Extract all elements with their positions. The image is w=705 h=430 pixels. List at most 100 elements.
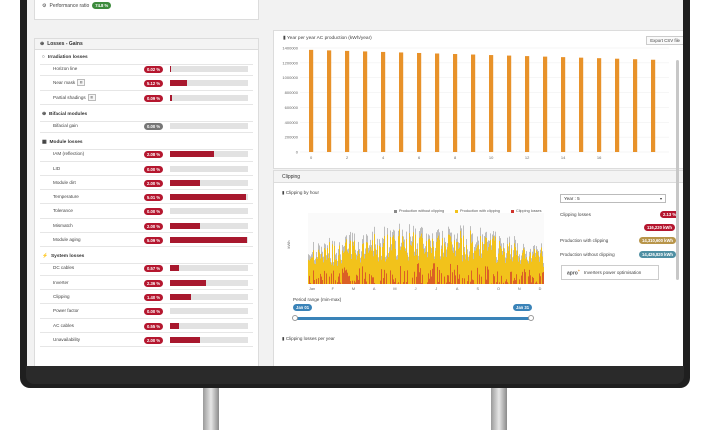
series-with-clipping-mark bbox=[369, 250, 370, 284]
series-clipping-losses-mark bbox=[493, 274, 494, 284]
series-clipping-losses-mark bbox=[524, 269, 525, 284]
series-clipping-losses-mark bbox=[383, 278, 384, 284]
series-with-clipping-mark bbox=[448, 234, 449, 284]
production-bar[interactable] bbox=[399, 52, 404, 153]
production-bar[interactable] bbox=[381, 51, 386, 152]
series-with-clipping-mark bbox=[456, 242, 457, 284]
production-bar[interactable] bbox=[453, 54, 458, 152]
series-with-clipping-mark bbox=[527, 261, 528, 284]
production-bar[interactable] bbox=[435, 53, 440, 152]
mini-chart-icon[interactable]: ▥ bbox=[87, 93, 96, 101]
period-slider-handle-end[interactable] bbox=[528, 315, 534, 321]
production-bar[interactable] bbox=[543, 56, 548, 152]
series-clipping-losses-mark bbox=[364, 278, 365, 284]
loss-value-badge: 5.12 % bbox=[144, 80, 164, 88]
series-with-clipping-mark bbox=[505, 262, 506, 284]
production-bar[interactable] bbox=[615, 58, 620, 152]
section-title-2[interactable]: ▦ Module losses bbox=[42, 140, 83, 146]
period-slider-handle-start[interactable] bbox=[292, 315, 298, 321]
series-with-clipping-mark bbox=[405, 251, 406, 284]
legend-item-without[interactable]: Production without clipping bbox=[394, 209, 444, 213]
series-clipping-losses-mark bbox=[542, 272, 543, 284]
export-csv-button[interactable]: Export CSV file bbox=[646, 36, 683, 45]
performance-card: ⚙ Performance ratio 74.8 % bbox=[34, 0, 259, 20]
section-title-3[interactable]: ⚡ System losses bbox=[42, 254, 85, 260]
series-clipping-losses-mark bbox=[362, 266, 363, 284]
section-title-0[interactable]: ○ Irradiation losses bbox=[42, 55, 88, 60]
series-clipping-losses-mark bbox=[525, 272, 526, 284]
production-bar[interactable] bbox=[327, 50, 332, 152]
apro-optimisation-button[interactable]: apro+ Inverters power optimisation bbox=[561, 265, 659, 280]
clipping-chart-title: ▮ Clipping by hour bbox=[282, 190, 320, 195]
series-with-clipping-mark bbox=[536, 250, 537, 284]
series-with-clipping-mark bbox=[361, 256, 362, 284]
production-bar[interactable] bbox=[651, 59, 656, 152]
production-bar[interactable] bbox=[561, 57, 566, 152]
mini-chart-icon[interactable]: ▥ bbox=[77, 79, 86, 87]
series-with-clipping-mark bbox=[402, 236, 403, 284]
series-with-clipping-mark bbox=[350, 240, 351, 284]
series-with-clipping-mark bbox=[533, 253, 534, 284]
circle-outline-icon: ○ bbox=[42, 55, 45, 60]
series-with-clipping-mark bbox=[512, 261, 513, 284]
period-end-badge: Jan 31 bbox=[513, 304, 533, 311]
page-scrollbar[interactable] bbox=[676, 60, 679, 280]
series-clipping-losses-mark bbox=[417, 263, 418, 284]
y-tick-label: 600000 bbox=[285, 105, 299, 110]
production-bar[interactable] bbox=[597, 58, 602, 153]
legend-item-with[interactable]: Production with clipping bbox=[455, 209, 500, 213]
production-bar[interactable] bbox=[471, 54, 476, 153]
production-bar[interactable] bbox=[363, 51, 368, 152]
year-select[interactable]: Year : 5 ▾ bbox=[560, 194, 666, 203]
x-tick-label: D bbox=[539, 287, 542, 291]
series-clipping-losses-mark bbox=[543, 271, 544, 284]
series-with-clipping-mark bbox=[393, 235, 394, 284]
loss-bar-track bbox=[170, 222, 248, 229]
series-with-clipping-mark bbox=[493, 236, 494, 284]
series-clipping-losses-mark bbox=[521, 275, 522, 284]
series-with-clipping-mark bbox=[491, 249, 492, 284]
production-bar[interactable] bbox=[579, 57, 584, 152]
series-clipping-losses-mark bbox=[369, 273, 370, 284]
series-with-clipping-mark bbox=[375, 248, 376, 284]
series-clipping-losses-mark bbox=[514, 277, 515, 284]
series-clipping-losses-mark bbox=[366, 281, 367, 284]
series-clipping-losses-mark bbox=[314, 279, 315, 284]
series-with-clipping-mark bbox=[495, 236, 496, 284]
loss-row: Bifacial gain 0.00 % bbox=[35, 122, 258, 130]
series-with-clipping-mark bbox=[394, 239, 395, 284]
loss-value-badge: 2.36 % bbox=[144, 279, 164, 287]
series-clipping-losses-mark bbox=[464, 278, 465, 284]
production-bar[interactable] bbox=[417, 52, 422, 152]
series-clipping-losses-mark bbox=[481, 276, 482, 284]
series-with-clipping-mark bbox=[334, 245, 335, 284]
series-with-clipping-mark bbox=[446, 256, 447, 284]
production-bar[interactable] bbox=[489, 55, 494, 152]
series-with-clipping-mark bbox=[419, 237, 420, 284]
clipping-losses-pct-badge: 2.13 % bbox=[660, 211, 680, 218]
losses-header[interactable]: ⊕ Losses - Gains bbox=[35, 39, 258, 50]
series-with-clipping-mark bbox=[408, 260, 409, 284]
series-clipping-losses-mark bbox=[404, 271, 405, 284]
production-bar[interactable] bbox=[345, 50, 350, 152]
legend-item-clipping[interactable]: Clipping losses bbox=[511, 209, 542, 213]
loss-row: Tolerance 0.00 % bbox=[35, 207, 258, 216]
period-slider-track[interactable] bbox=[296, 317, 532, 320]
divider bbox=[40, 217, 253, 219]
series-with-clipping-mark bbox=[343, 252, 344, 284]
production-bar[interactable] bbox=[633, 59, 638, 152]
series-with-clipping-mark bbox=[349, 243, 350, 284]
loss-label: Horizon line bbox=[53, 66, 78, 71]
clipping-header[interactable]: Clipping bbox=[274, 171, 683, 183]
series-with-clipping-mark bbox=[337, 265, 338, 284]
production-bar[interactable] bbox=[309, 49, 314, 152]
series-clipping-losses-mark bbox=[536, 281, 537, 284]
series-clipping-losses-mark bbox=[359, 268, 360, 284]
series-with-clipping-mark bbox=[374, 234, 375, 284]
divider bbox=[40, 64, 253, 65]
series-with-clipping-mark bbox=[517, 250, 518, 284]
production-bar[interactable] bbox=[507, 55, 512, 152]
section-title-1[interactable]: ⊕ Bifacial modules bbox=[42, 111, 88, 117]
series-clipping-losses-mark bbox=[386, 273, 387, 284]
production-bar[interactable] bbox=[525, 56, 530, 152]
